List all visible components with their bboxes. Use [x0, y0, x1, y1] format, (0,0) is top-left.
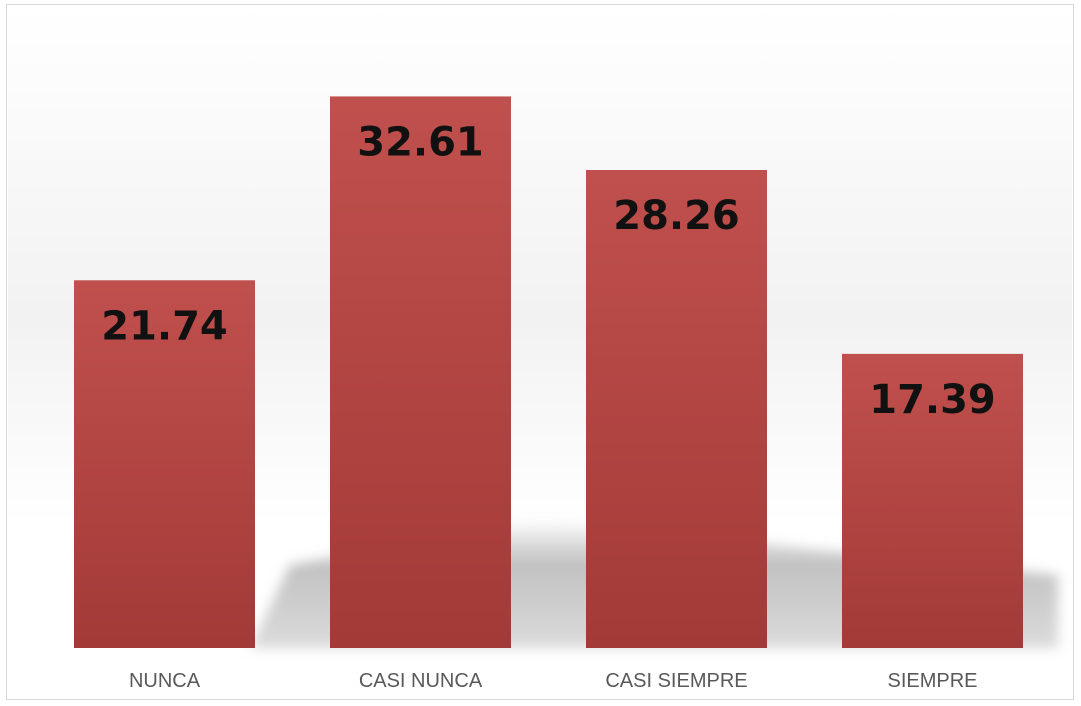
bar-casi-siempre [586, 170, 767, 648]
data-label: 28.26 [613, 193, 740, 239]
bars [74, 96, 1023, 648]
data-label: 17.39 [869, 377, 996, 423]
data-label: 21.74 [101, 303, 228, 349]
bar-nunca [74, 280, 255, 648]
bar-siempre [842, 353, 1023, 648]
category-label: NUNCA [129, 670, 201, 692]
data-labels: 21.74 32.61 28.26 17.39 [101, 119, 996, 422]
category-label: SIEMPRE [887, 670, 977, 692]
bar-casi-nunca [330, 96, 511, 648]
data-label: 32.61 [357, 119, 484, 165]
category-label: CASI NUNCA [359, 670, 483, 692]
category-label: CASI SIEMPRE [605, 670, 747, 692]
category-labels: NUNCA CASI NUNCA CASI SIEMPRE SIEMPRE [129, 670, 978, 692]
